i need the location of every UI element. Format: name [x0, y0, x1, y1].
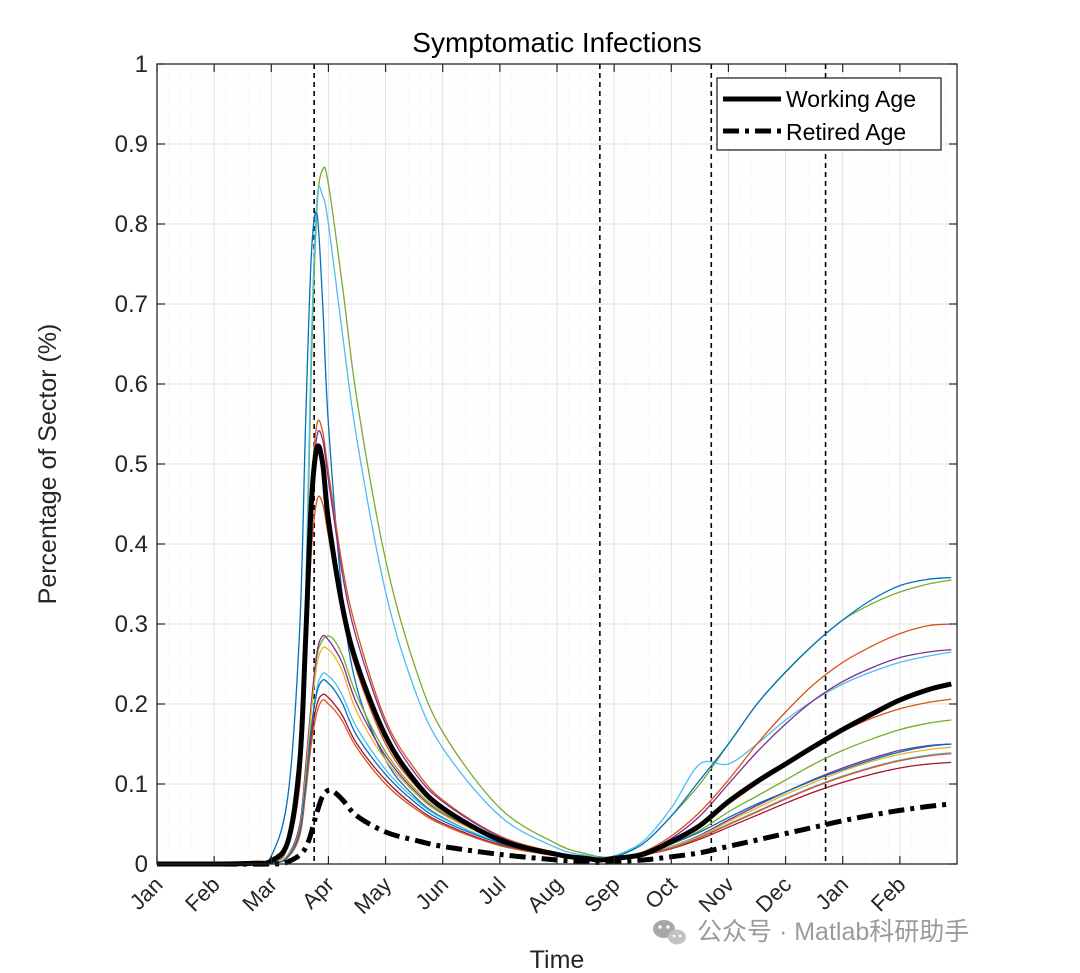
y-tick-label: 0.3 [115, 611, 148, 638]
y-tick-label: 0.6 [115, 371, 148, 398]
y-axis-label: Percentage of Sector (%) [34, 324, 62, 605]
y-tick-label: 0.8 [115, 211, 148, 238]
y-tick-label: 0.9 [115, 131, 148, 158]
series-line-sector-blue-high [156, 211, 952, 865]
series-line-sector-blue-b [156, 678, 952, 865]
y-tick-label: 0.7 [115, 291, 148, 318]
y-tick-label: 0.4 [115, 531, 148, 558]
chart-title: Symptomatic Infections [412, 27, 701, 58]
wechat-icon [653, 920, 686, 945]
series-line-working-age [156, 443, 952, 867]
x-axis-label: Time [530, 946, 585, 973]
legend: Working Age Retired Age [716, 77, 942, 151]
legend-box [716, 77, 942, 151]
legend-label-working: Working Age [786, 86, 916, 112]
y-tick-label: 0.2 [115, 691, 148, 718]
y-tick-label: 1 [135, 51, 148, 78]
y-axis-ticks: 0 0.1 0.2 0.3 0.4 0.5 0.6 0.7 0.8 0.9 1 [115, 51, 957, 878]
series-line-sector-orange-c [156, 699, 952, 865]
y-tick-label: 0.5 [115, 451, 148, 478]
watermark: 公众号 · Matlab科研助手 [653, 918, 969, 946]
y-tick-label: 0.1 [115, 771, 148, 798]
y-tick-label: 0 [135, 851, 148, 878]
watermark-text: 公众号 · Matlab科研助手 [697, 918, 969, 946]
legend-label-retired: Retired Age [786, 119, 906, 145]
